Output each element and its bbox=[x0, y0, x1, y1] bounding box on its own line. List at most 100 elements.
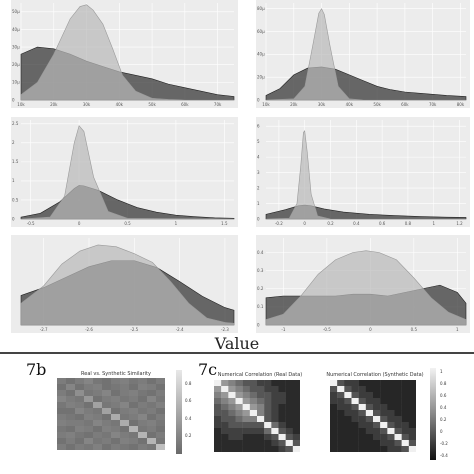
heatmap-cell bbox=[380, 422, 388, 429]
heatmap-cell bbox=[75, 444, 85, 450]
heatmap-cell bbox=[257, 398, 265, 405]
heatmap-7c-synthetic-title: Numerical Correlation (Synthetic Data) bbox=[326, 372, 424, 378]
heatmap-cell bbox=[292, 392, 300, 399]
heatmap-cell bbox=[228, 446, 236, 452]
heatmap-cell bbox=[93, 378, 103, 385]
x-tick-label: -2.5 bbox=[130, 327, 138, 332]
heatmap-cell bbox=[387, 392, 395, 399]
heatmap-cell bbox=[66, 378, 76, 385]
heatmap-cell bbox=[358, 398, 367, 405]
heatmap-cell bbox=[156, 378, 165, 385]
heatmap-cell bbox=[129, 432, 139, 439]
heatmap-cell bbox=[214, 392, 222, 399]
y-tick-label: 60µ bbox=[257, 29, 265, 34]
heatmap-cell bbox=[228, 428, 236, 435]
heatmap-cell bbox=[138, 402, 148, 409]
heatmap-cell bbox=[214, 404, 222, 411]
heatmap-cell bbox=[75, 426, 85, 433]
x-tick-label: 1 bbox=[432, 221, 435, 226]
heatmap-cell bbox=[242, 422, 251, 429]
heatmap-cell bbox=[221, 410, 229, 417]
heatmap-cell bbox=[351, 446, 359, 452]
heatmap-cell bbox=[84, 420, 94, 427]
heatmap-cell bbox=[235, 434, 243, 441]
heatmap-cell bbox=[271, 380, 279, 387]
heatmap-cell bbox=[102, 420, 112, 427]
heatmap-cell bbox=[75, 414, 85, 421]
heatmap-cell bbox=[242, 398, 251, 405]
heatmap-cell bbox=[344, 428, 352, 435]
heatmap-cell bbox=[292, 380, 300, 387]
heatmap-cell bbox=[57, 426, 67, 433]
heatmap-cell bbox=[365, 398, 374, 405]
heatmap-cell bbox=[285, 416, 294, 423]
y-tick-label: 1 bbox=[12, 178, 15, 183]
heatmap-cell bbox=[387, 410, 395, 417]
heatmap-cell bbox=[264, 422, 272, 429]
heatmap-7b-title: Real vs. Synthetic Similarity bbox=[81, 371, 151, 377]
heatmap-cell bbox=[111, 432, 121, 439]
heatmap-cell bbox=[138, 444, 148, 450]
heatmap-cell bbox=[102, 378, 112, 385]
heatmap-cell bbox=[57, 408, 67, 415]
heatmap-cell bbox=[264, 440, 272, 447]
heatmap-cell bbox=[401, 404, 410, 411]
synthetic-density-area bbox=[265, 8, 466, 101]
x-tick-label: 20k bbox=[290, 102, 298, 107]
heatmap-cell bbox=[292, 398, 300, 405]
heatmap-cell bbox=[365, 416, 374, 423]
y-tick-label: 2 bbox=[12, 140, 15, 145]
heatmap-cell bbox=[57, 444, 67, 450]
y-tick-label: 3 bbox=[257, 170, 260, 175]
heatmap-cell bbox=[358, 410, 367, 417]
heatmap-cell bbox=[221, 434, 229, 441]
heatmap-cell bbox=[129, 378, 139, 385]
heatmap-cell bbox=[249, 392, 258, 399]
heatmap-cell bbox=[373, 392, 381, 399]
heatmap-cell bbox=[93, 396, 103, 403]
heatmap-cell bbox=[221, 422, 229, 429]
heatmap-cell bbox=[242, 440, 251, 447]
heatmap-cell bbox=[120, 438, 130, 445]
x-tick-label: -2.4 bbox=[176, 327, 184, 332]
heatmap-cell bbox=[387, 398, 395, 405]
heatmap-cell bbox=[111, 384, 121, 391]
heatmap-cell bbox=[358, 428, 367, 435]
x-tick-label: 1 bbox=[175, 221, 178, 226]
y-tick-label: 20µ bbox=[257, 74, 265, 79]
heatmap-cell bbox=[228, 440, 236, 447]
heatmap-cell bbox=[249, 434, 258, 441]
heatmap-cell bbox=[351, 404, 359, 411]
heatmap-cell bbox=[84, 432, 94, 439]
x-tick-label: 70k bbox=[429, 102, 437, 107]
heatmap-cell bbox=[285, 404, 294, 411]
heatmap-cell bbox=[242, 392, 251, 399]
y-tick-label: 50µ bbox=[12, 9, 20, 14]
cbar-7c-tick-6: 0 bbox=[440, 429, 443, 434]
heatmap-7c-colorbar bbox=[430, 368, 436, 460]
heatmap-7c-real-title: Numerical Correlation (Real Data) bbox=[217, 372, 303, 378]
x-tick-label: 0 bbox=[303, 221, 306, 226]
heatmap-cell bbox=[242, 434, 251, 441]
heatmap-cell bbox=[221, 404, 229, 411]
heatmap-cell bbox=[129, 438, 139, 445]
y-tick-label: 0 bbox=[12, 97, 15, 102]
synthetic-density-area bbox=[265, 130, 466, 220]
y-tick-label: 5 bbox=[257, 139, 260, 144]
x-tick-label: 10k bbox=[262, 102, 270, 107]
heatmap-cell bbox=[257, 446, 265, 452]
x-tick-label: 1.2 bbox=[456, 221, 463, 226]
heatmap-cell bbox=[156, 390, 165, 397]
heatmap-cell bbox=[111, 426, 121, 433]
heatmap-cell bbox=[344, 398, 352, 405]
heatmap-cell bbox=[66, 408, 76, 415]
heatmap-cell bbox=[129, 396, 139, 403]
heatmap-cell bbox=[75, 408, 85, 415]
heatmap-cell bbox=[278, 422, 286, 429]
heatmap-cell bbox=[387, 422, 395, 429]
heatmap-cell bbox=[235, 422, 243, 429]
heatmap-cell bbox=[285, 440, 294, 447]
heatmap-cell bbox=[401, 410, 410, 417]
heatmap-cell bbox=[408, 410, 416, 417]
x-tick-label: 0.4 bbox=[353, 221, 360, 226]
